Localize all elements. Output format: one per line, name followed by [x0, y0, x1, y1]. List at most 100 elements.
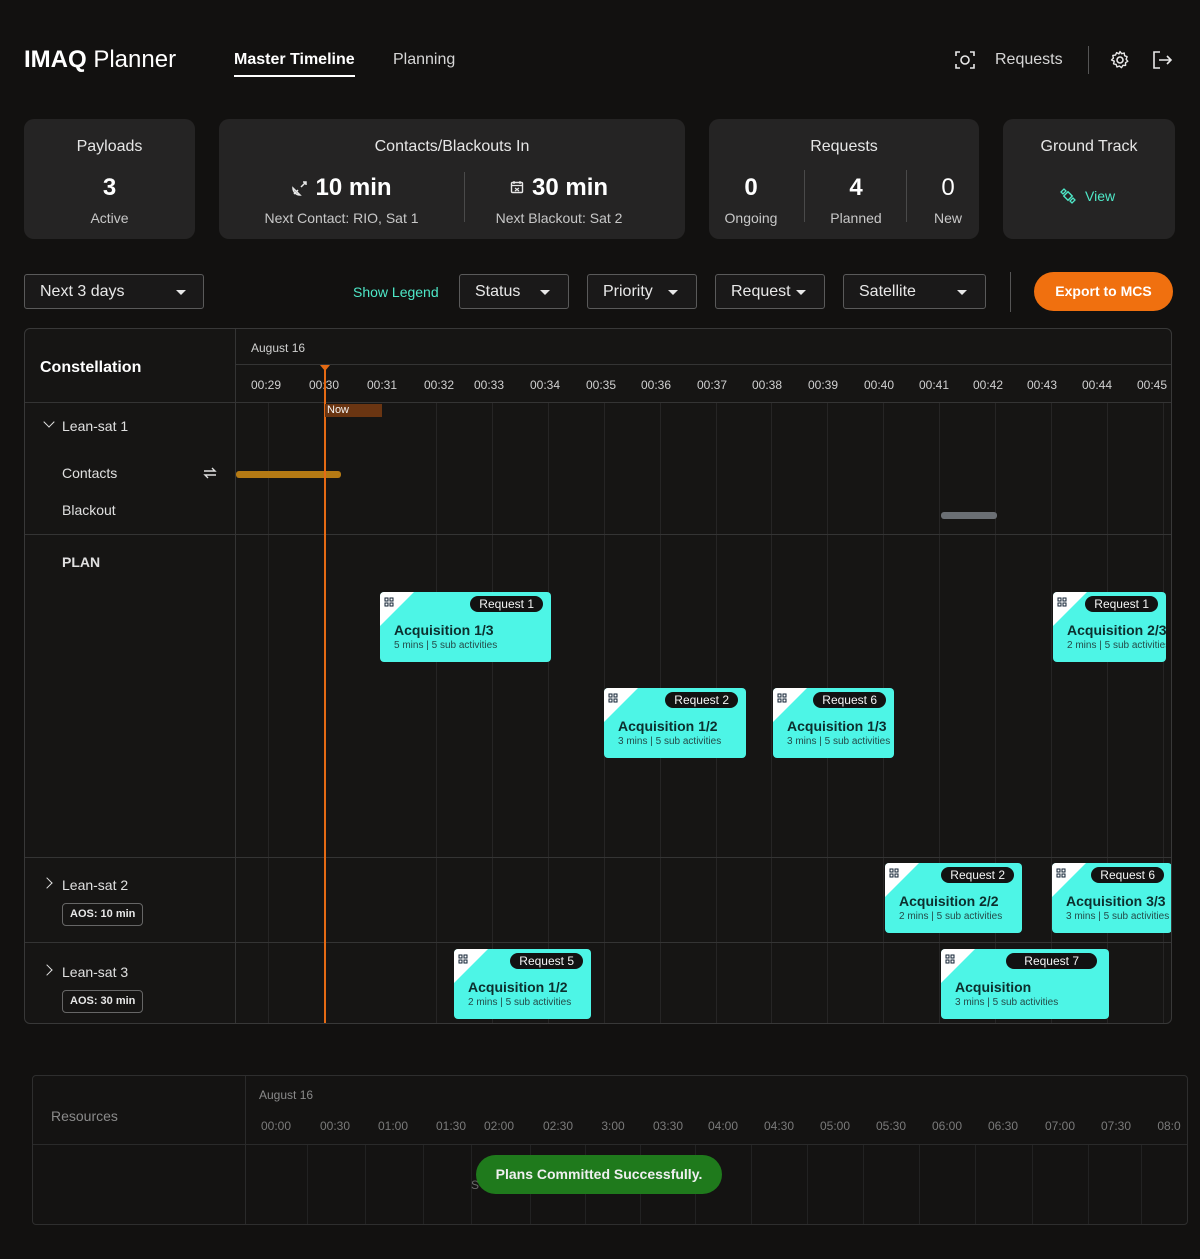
resource-tick-label: 04:30: [763, 1119, 795, 1133]
resources-title: Resources: [51, 1108, 118, 1124]
chevron-right-icon[interactable]: [41, 964, 53, 976]
next-blackout-value: 30 min: [531, 174, 609, 201]
activity-title: Acquisition 3/3: [1066, 893, 1166, 909]
time-tick-label: 00:45: [1136, 378, 1168, 392]
activity-card[interactable]: Request 1 Acquisition 1/3 5 mins | 5 sub…: [380, 592, 551, 662]
request-badge: Request 2: [665, 692, 738, 708]
tab-planning[interactable]: Planning: [393, 51, 456, 68]
logout-icon[interactable]: [1151, 49, 1173, 71]
planned-stat: 4 Planned: [809, 176, 903, 227]
resource-tick-label: 02:00: [483, 1119, 515, 1133]
grid-line: [365, 1145, 366, 1224]
activity-card[interactable]: Request 5 Acquisition 1/2 2 mins | 5 sub…: [454, 949, 591, 1019]
time-tick-label: 00:36: [640, 378, 672, 392]
requests-link[interactable]: Requests: [995, 51, 1063, 68]
export-to-mcs-button[interactable]: Export to MCS: [1034, 272, 1173, 311]
chevron-down-icon: [957, 290, 967, 295]
resource-tick-label: 07:30: [1100, 1119, 1132, 1133]
grid-icon: [777, 693, 787, 703]
resource-tick-label: 01:00: [377, 1119, 409, 1133]
grid-icon: [889, 868, 899, 878]
requests-card: Requests 0 Ongoing 4 Planned 0 New: [709, 119, 979, 239]
toolbar-divider: [1010, 272, 1011, 312]
activity-card[interactable]: Request 7 Acquisition 3 mins | 5 sub act…: [941, 949, 1109, 1019]
status-label: Status: [475, 283, 521, 300]
grid-line: [751, 1145, 752, 1224]
grid-line: [771, 403, 772, 1023]
request-dropdown[interactable]: Request: [715, 274, 825, 309]
sat3-aos-badge: AOS: 30 min: [62, 990, 144, 1013]
now-label: Now: [325, 404, 382, 417]
activity-title: Acquisition 2/2: [899, 893, 999, 909]
sat3-row-border: [25, 942, 1171, 943]
priority-dropdown[interactable]: Priority: [587, 274, 697, 309]
contact-window-bar[interactable]: [236, 471, 341, 478]
contacts-card: Contacts/Blackouts In 10 min Next Contac…: [219, 119, 685, 239]
time-tick-label: 00:35: [585, 378, 617, 392]
grid-line: [471, 1145, 472, 1224]
card-divider: [804, 170, 805, 222]
tab-master-timeline[interactable]: Master Timeline: [234, 51, 355, 77]
activity-title: Acquisition: [955, 979, 1032, 995]
date-range-dropdown[interactable]: Next 3 days: [24, 274, 204, 309]
ground-track-view-link[interactable]: View: [1059, 187, 1115, 205]
grid-line: [863, 1145, 864, 1224]
new-count: 0: [941, 174, 955, 201]
request-badge: Request 6: [1091, 867, 1164, 883]
payloads-title: Payloads: [76, 138, 143, 155]
grid-icon: [1057, 597, 1067, 607]
sat3-name[interactable]: Lean-sat 3: [62, 964, 129, 980]
sat1-name[interactable]: Lean-sat 1: [62, 418, 129, 434]
time-tick-label: 00:29: [250, 378, 282, 392]
activity-title: Acquisition 1/2: [468, 979, 568, 995]
ongoing-label: Ongoing: [724, 210, 778, 226]
activity-details: 5 mins | 5 sub activities: [394, 640, 498, 651]
app-logo[interactable]: IMAQ Planner: [24, 46, 176, 74]
next-contact-label: Next Contact: RIO, Sat 1: [264, 210, 419, 226]
activity-details: 3 mins | 5 sub activities: [787, 736, 891, 747]
activity-card[interactable]: Request 1 Acquisition 2/3 2 mins | 5 sub…: [1053, 592, 1166, 662]
resource-tick-label: 05:00: [819, 1119, 851, 1133]
plan-section-border: [25, 534, 1171, 535]
resource-tick-label: 04:00: [707, 1119, 739, 1133]
calendar-icon: [510, 181, 524, 194]
scan-icon[interactable]: [954, 49, 976, 71]
chevron-down-icon[interactable]: [43, 416, 55, 428]
header-divider: [1088, 46, 1089, 74]
grid-line: [1163, 403, 1164, 1023]
plan-label: PLAN: [62, 554, 101, 570]
time-tick-label: 00:32: [423, 378, 455, 392]
payloads-stat: 3 Active: [24, 176, 195, 227]
blackout-window-bar[interactable]: [941, 512, 997, 519]
show-legend-link[interactable]: Show Legend: [353, 284, 439, 300]
time-tick-label: 00:44: [1081, 378, 1113, 392]
time-tick-label: 00:33: [473, 378, 505, 392]
grid-line: [995, 403, 996, 1023]
grid-icon: [1056, 868, 1066, 878]
next-contact-value: 10 min: [315, 174, 392, 201]
swap-icon[interactable]: [202, 465, 218, 481]
gear-icon[interactable]: [1109, 49, 1131, 71]
time-tick-label: 00:34: [529, 378, 561, 392]
sat2-name[interactable]: Lean-sat 2: [62, 877, 129, 893]
activity-card[interactable]: Request 6 Acquisition 1/3 3 mins | 5 sub…: [773, 688, 894, 758]
chevron-right-icon[interactable]: [41, 877, 53, 889]
success-toast: Plans Committed Successfully.: [476, 1155, 722, 1194]
status-dropdown[interactable]: Status: [459, 274, 569, 309]
request-badge: Request 1: [470, 596, 543, 612]
activity-card[interactable]: Request 2 Acquisition 2/2 2 mins | 5 sub…: [885, 863, 1022, 933]
activity-title: Acquisition 1/3: [394, 622, 494, 638]
activity-card[interactable]: Request 6 Acquisition 3/3 3 mins | 5 sub…: [1052, 863, 1171, 933]
chevron-down-icon: [668, 290, 678, 295]
grid-line: [436, 403, 437, 1023]
resource-tick-label: 3:00: [601, 1119, 625, 1133]
satellite-icon: [1060, 188, 1076, 204]
satellite-dropdown[interactable]: Satellite: [843, 274, 986, 309]
grid-line: [1032, 1145, 1033, 1224]
activity-details: 3 mins | 5 sub activities: [955, 997, 1059, 1008]
activity-card[interactable]: Request 2 Acquisition 1/2 3 mins | 5 sub…: [604, 688, 746, 758]
grid-line: [423, 1145, 424, 1224]
timeline-header-border: [25, 402, 1171, 403]
grid-line: [268, 403, 269, 1023]
grid-line: [548, 403, 549, 1023]
